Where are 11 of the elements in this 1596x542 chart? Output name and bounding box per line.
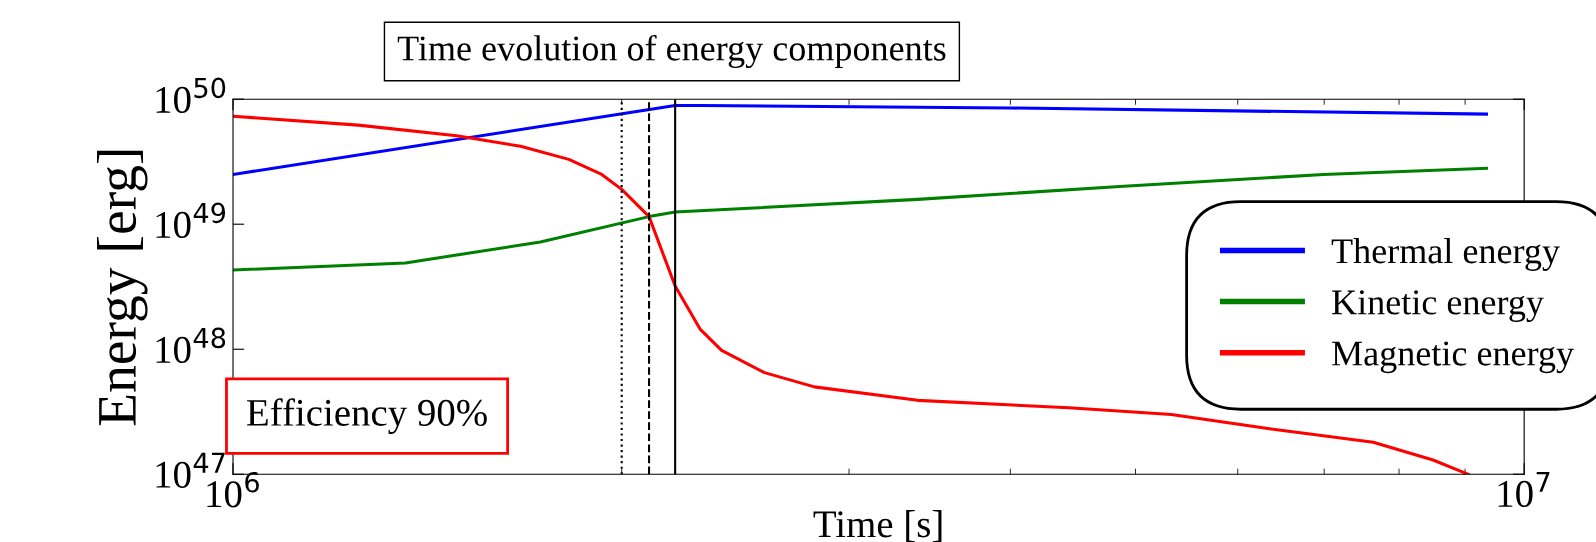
y-tick-label: 10$^{50}$ — [156, 77, 226, 114]
chart-title: Time evolution of energy components — [397, 34, 946, 69]
y-tick-label: 10$^{49}$ — [156, 202, 226, 239]
x-tick-label: 10$^{7}$ — [1498, 471, 1550, 508]
y-axis-title: Energy [erg] — [97, 150, 148, 426]
legend-label: Magnetic energy — [1332, 341, 1574, 374]
legend-label: Thermal energy — [1331, 238, 1560, 271]
legend-label: Kinetic energy — [1332, 290, 1544, 323]
x-axis-title: Time [s] — [813, 510, 942, 542]
y-tick-label: 10$^{48}$ — [156, 327, 226, 364]
annotation: Efficiency 90% — [247, 398, 487, 434]
